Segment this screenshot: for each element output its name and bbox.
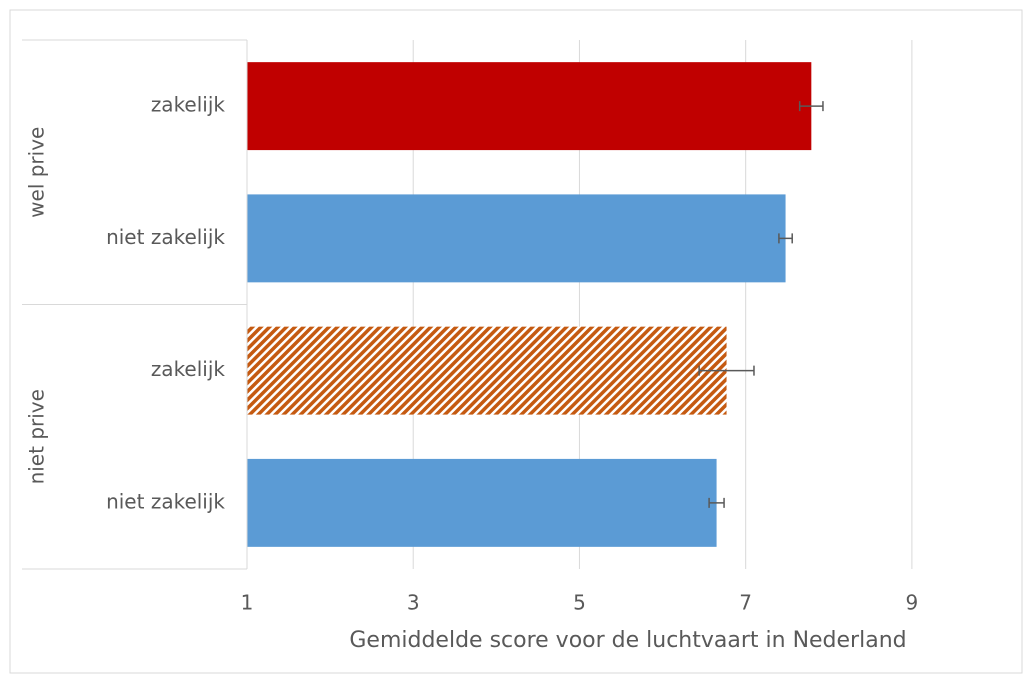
y-tick-label: niet zakelijk: [106, 489, 225, 513]
bar: [247, 458, 717, 547]
error-bar: [798, 101, 824, 112]
x-axis-title: Gemiddelde score voor de luchtvaart in N…: [349, 628, 906, 653]
group-label: niet prive: [25, 389, 49, 484]
x-tick-label: 7: [739, 591, 752, 615]
y-tick-label: niet zakelijk: [106, 225, 225, 249]
error-bar: [698, 365, 755, 376]
x-tick-label: 3: [407, 591, 420, 615]
x-tick-label: 1: [241, 591, 254, 615]
bar: [247, 194, 786, 283]
y-tick-label: zakelijk: [151, 357, 226, 381]
group-label: wel prive: [25, 127, 49, 218]
bar: [247, 326, 727, 415]
error-bar: [778, 233, 793, 244]
x-tick-label: 9: [906, 591, 919, 615]
error-bar: [708, 497, 725, 508]
bar: [247, 62, 812, 151]
y-tick-label: zakelijk: [151, 93, 226, 117]
x-tick-label: 5: [573, 591, 586, 615]
